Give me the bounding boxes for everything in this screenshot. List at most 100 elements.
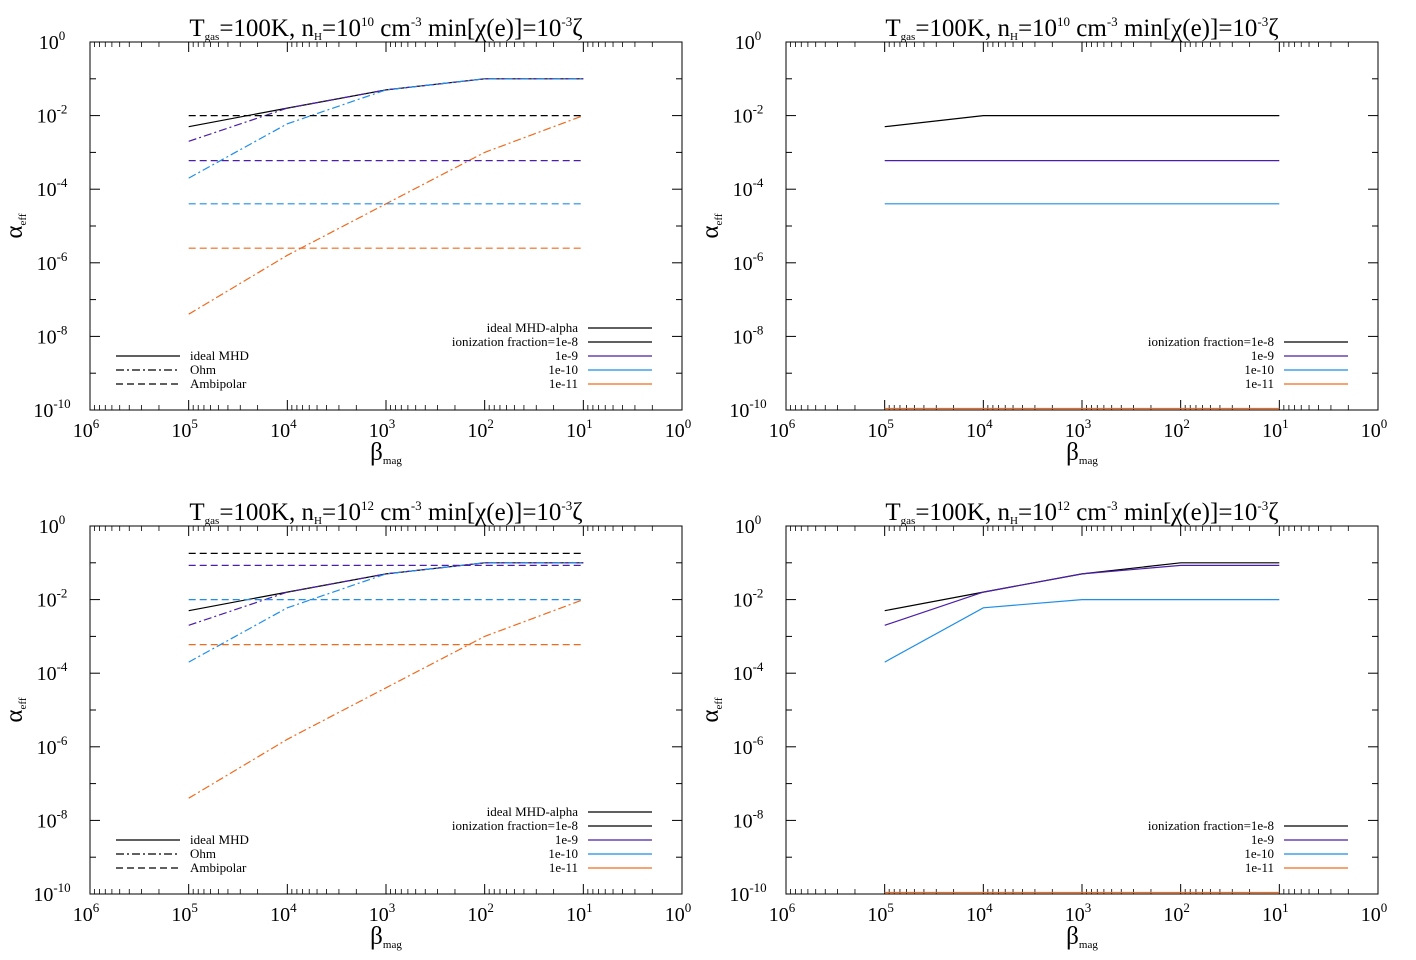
panel-3-y-tick-label: 10-4 <box>37 659 68 685</box>
panel-4-y-tick-label: 10-4 <box>733 659 764 685</box>
panel-3-y-tick-base: 10 <box>37 590 57 612</box>
panel-4-x-tick-exp: 0 <box>1381 900 1388 915</box>
panel-1-color-legend-label: ionization fraction=1e-8 <box>452 334 578 349</box>
panel-4-plot-area: 106 105 104 103 102 101 10010010-210-410-610-8… <box>729 512 1387 926</box>
panel-3-x-tick-label: 102 <box>467 900 494 926</box>
panel-2-y-tick-base: 10 <box>729 400 749 422</box>
panel-1-y-tick-label: 10-10 <box>33 396 70 422</box>
panel-3-y-tick-base: 10 <box>37 737 57 759</box>
panel-2-series-line-1 <box>884 114 1280 128</box>
panel-2-y-tick-label: 10-8 <box>733 322 764 348</box>
panel-3-x-tick-base: 10 <box>270 904 290 926</box>
panel-2-x-tick-label: 100 <box>1361 416 1388 442</box>
panel-4-y-tick-label: 10-2 <box>733 586 764 612</box>
panel-3-color-legend-label: ideal MHD-alpha <box>487 804 579 819</box>
panel-1-x-tick-exp: 6 <box>93 416 100 431</box>
panel-3-y-tick-label: 10-10 <box>33 880 70 906</box>
panel-2-y-tick-label: 10-2 <box>733 102 764 128</box>
panel-3-y-tick-label: 10-2 <box>37 586 68 612</box>
panel-4-series-line-3 <box>884 598 1280 663</box>
panel-2-x-tick-label: 103 <box>1065 416 1092 442</box>
panel-3-y-tick-base: 10 <box>33 884 53 906</box>
panel-4-x-tick-label: 102 <box>1163 900 1190 926</box>
panel-1-x-tick-exp: 4 <box>290 416 297 431</box>
panel-3-title: Tgas=100K, nH=1012 cm-3 min[χ(e)]=10-3ζ <box>189 498 582 527</box>
panel-3-x-tick-base: 10 <box>73 904 93 926</box>
panel-2-y-tick-label: 10-6 <box>733 249 764 275</box>
panel-1-color-legend-label: ideal MHD-alpha <box>487 320 579 335</box>
panel-4-x-tick-exp: 5 <box>887 900 894 915</box>
panel-1-x-tick-base: 10 <box>665 420 685 442</box>
panel-3-x-tick-label: 106 <box>73 900 100 926</box>
panel-3-style-legend-label: Ambipolar <box>190 860 247 875</box>
panel-1-x-tick-exp: 5 <box>191 416 198 431</box>
panel-2-y-tick-exp: -10 <box>749 396 766 411</box>
panel-3-xlabel: βmag <box>370 923 402 951</box>
panel-3-series-line-2 <box>188 562 584 626</box>
panel-1-x-tick-exp: 2 <box>487 416 494 431</box>
panel-1-style-legend-label: Ambipolar <box>190 376 247 391</box>
panel-4-color-legend-label: ionization fraction=1e-8 <box>1148 818 1274 833</box>
panel-4-y-tick-base: 10 <box>733 737 753 759</box>
panel-2-x-tick-exp: 5 <box>887 416 894 431</box>
panel-3-y-tick-label: 10-6 <box>37 733 68 759</box>
panel-4-y-tick-exp: -8 <box>753 806 764 821</box>
panel-2-y-tick-label: 10-4 <box>733 175 764 201</box>
panel-4-series-line-2 <box>884 564 1280 626</box>
panel-4-y-tick-base: 10 <box>729 884 749 906</box>
panel-2-x-tick-base: 10 <box>867 420 887 442</box>
panel-1-x-tick-label: 100 <box>665 416 692 442</box>
panel-3-y-tick-base: 10 <box>37 810 57 832</box>
panel-4-y-tick-label: 100 <box>735 512 762 538</box>
panel-2-y-tick-base: 10 <box>733 326 753 348</box>
panel-2-x-tick-base: 10 <box>1262 420 1282 442</box>
panel-1-x-tick-label: 103 <box>369 416 396 442</box>
panel-3-ylabel: αeff <box>1 697 29 722</box>
panel-2-ylabel: αeff <box>697 213 725 238</box>
panel-3-y-tick-exp: -6 <box>57 733 68 748</box>
panel-2-y-tick-base: 10 <box>733 253 753 275</box>
panel-2-color-legend-label: 1e-9 <box>1251 348 1274 363</box>
panel-3-x-tick-base: 10 <box>566 904 586 926</box>
panel-3-x-tick-exp: 2 <box>487 900 494 915</box>
panel-1-y-tick-label: 10-2 <box>37 102 68 128</box>
panel-3-y-tick-exp: -2 <box>57 586 68 601</box>
panel-3-series <box>188 552 584 799</box>
panel-3-color-legend-label: 1e-11 <box>549 860 578 875</box>
panel-2-color-legend-label: 1e-11 <box>1245 376 1274 391</box>
panel-3: Tgas=100K, nH=1012 cm-3 min[χ(e)]=10-3ζ … <box>1 498 691 951</box>
panel-1-x-tick-base: 10 <box>171 420 191 442</box>
panel-2-x-tick-base: 10 <box>966 420 986 442</box>
panel-2-x-tick-base: 10 <box>1065 420 1085 442</box>
panel-4-y-tick-exp: -4 <box>753 659 764 674</box>
panel-2-y-tick-exp: 0 <box>755 28 762 43</box>
panel-1-y-tick-label: 10-4 <box>37 175 68 201</box>
panel-2-x-tick-exp: 1 <box>1282 416 1289 431</box>
panel-4-x-tick-label: 105 <box>867 900 894 926</box>
panel-1-y-tick-label: 10-8 <box>37 322 68 348</box>
panel-1-color-legend-label: 1e-10 <box>548 362 578 377</box>
panel-4-y-tick-exp: -2 <box>753 586 764 601</box>
panel-1-plot-area: 106 105 104 103 102 101 10010010-210-410-610-8… <box>33 28 691 442</box>
panel-1-x-tick-base: 10 <box>73 420 93 442</box>
panel-1-y-tick-exp: -2 <box>57 102 68 117</box>
panel-2-x-tick-label: 106 <box>769 416 796 442</box>
panel-2-x-tick-label: 102 <box>1163 416 1190 442</box>
panel-2-y-tick-exp: -2 <box>753 102 764 117</box>
panel-3-x-tick-exp: 6 <box>93 900 100 915</box>
panel-3-y-tick-exp: -4 <box>57 659 68 674</box>
panel-3-x-ticks <box>89 526 683 894</box>
panel-3-x-tick-exp: 3 <box>389 900 396 915</box>
panel-3-style-legend-label: Ohm <box>190 846 216 861</box>
panel-1-y-tick-base: 10 <box>39 32 59 54</box>
panel-2-x-tick-base: 10 <box>1163 420 1183 442</box>
panel-3-x-tick-label: 105 <box>171 900 198 926</box>
panel-1-x-ticks <box>89 42 683 410</box>
panel-1-x-tick-exp: 1 <box>586 416 593 431</box>
panel-1-series-line-2 <box>188 78 584 142</box>
